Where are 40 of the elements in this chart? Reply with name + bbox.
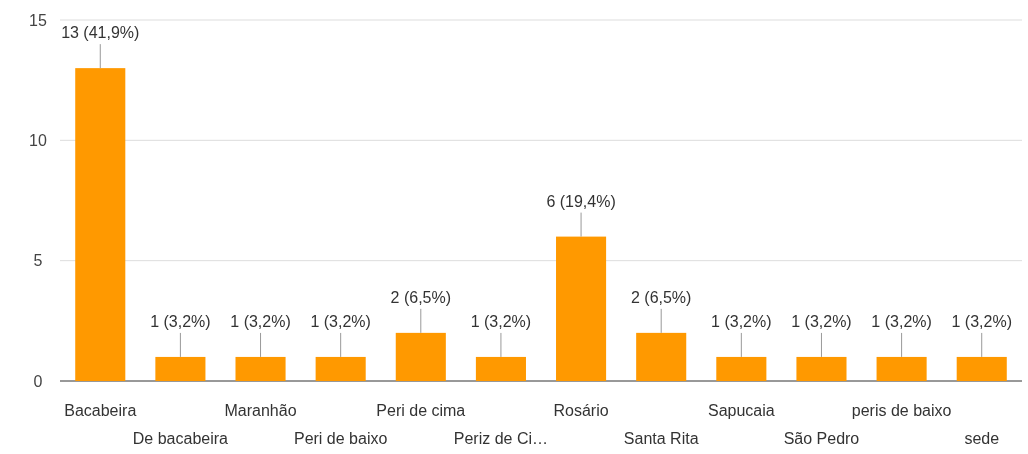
data-label: 1 (3,2%) [711,312,772,330]
x-tick-label: Peri de baixo [293,430,388,447]
data-label: 6 (19,4%) [546,192,616,210]
y-tick-label: 15 [29,11,47,29]
x-tick-label: De bacabeira [132,430,229,447]
bar [876,356,927,381]
bar [475,356,526,381]
x-tick-label: Peri de cima [376,402,466,419]
y-tick-label: 5 [33,252,43,270]
data-label: 2 (6,5%) [630,288,692,306]
bar [395,332,446,381]
bar [556,236,607,381]
bar [716,356,767,381]
bar [636,332,687,381]
bar [796,356,847,381]
bar [315,356,366,381]
data-label: 1 (3,2%) [150,312,211,330]
data-label: 1 (3,2%) [310,312,371,330]
data-label: 2 (6,5%) [390,288,452,306]
bar [235,356,286,381]
data-label: 13 (41,9%) [61,24,140,42]
data-label: 1 (3,2%) [230,312,291,330]
bar [155,356,206,381]
x-tick-label: São Pedro [783,430,860,447]
y-tick-label: 10 [29,131,47,149]
x-tick-label: Maranhão [224,402,297,419]
data-label: 1 (3,2%) [470,312,532,330]
data-label: 1 (3,2%) [791,312,852,330]
data-label: 1 (3,2%) [871,312,932,330]
x-tick-label: Sapucaia [707,402,775,419]
y-tick-label: 0 [33,372,43,390]
x-tick-label: Periz de Ci… [453,430,549,447]
x-tick-label: Rosário [553,402,609,419]
bar [956,356,1007,381]
x-tick-label: Santa Rita [623,430,699,447]
x-tick-label: peris de baixo [851,402,952,419]
x-tick-label: sede [964,430,1000,447]
x-tick-label: Bacabeira [64,402,137,419]
data-label: 1 (3,2%) [951,312,1012,330]
bar [75,68,126,381]
